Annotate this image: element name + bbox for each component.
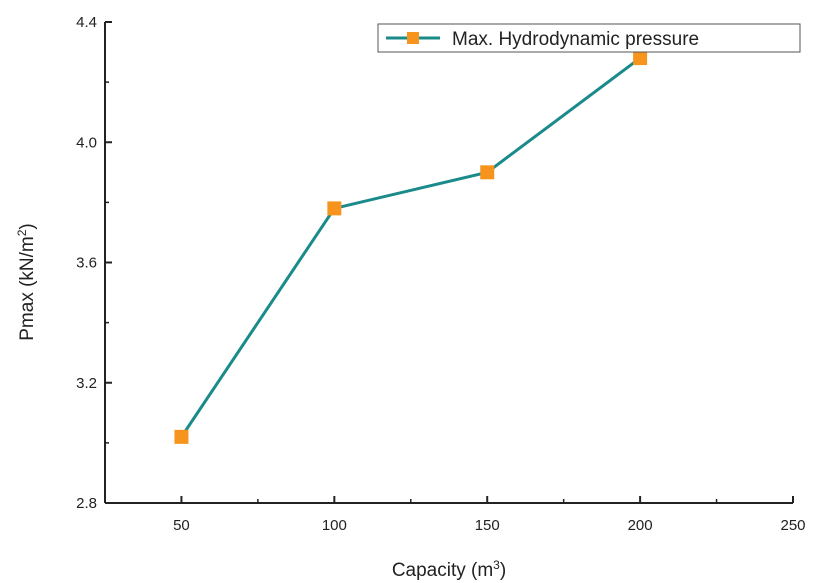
plot-area: 2.8 3.2 3.6 4.0 4.4 50 100 150 200 250: [76, 14, 805, 534]
x-tick-label: 250: [780, 517, 805, 534]
x-tick-label: 100: [322, 517, 347, 534]
y-tick-label: 3.2: [76, 375, 97, 392]
legend-box: [377, 23, 801, 53]
y-tick-label: 3.6: [76, 255, 97, 272]
x-axis-title-tail: ): [500, 560, 506, 581]
y-tick-label: 4.0: [76, 134, 97, 151]
x-tick-label: 50: [173, 517, 190, 534]
y-axis-ticks: 2.8 3.2 3.6 4.0 4.4: [76, 14, 112, 512]
x-axis-ticks: 50 100 150 200 250: [104, 496, 806, 534]
x-axis-title-sup: 3: [493, 558, 500, 572]
y-tick-label: 4.4: [76, 14, 97, 31]
x-axis-title: Capacity (m3): [392, 558, 506, 581]
series-line: [180, 56, 642, 438]
data-point: [633, 51, 648, 66]
x-tick-label: 200: [628, 517, 653, 534]
legend-marker-swatch: [407, 32, 419, 44]
y-axis-title-base: Pmax (kN/m: [17, 236, 38, 341]
series-layer: [174, 51, 648, 444]
y-axis-title-sup: 2: [15, 229, 29, 236]
y-axis-title: Pmax (kN/m2): [15, 223, 38, 341]
legend-label: Max. Hydrodynamic pressure: [452, 29, 699, 50]
data-point: [174, 429, 189, 444]
data-point: [480, 165, 495, 180]
x-axis-title-base: Capacity (m: [392, 560, 493, 581]
data-point: [327, 201, 342, 216]
legend: Max. Hydrodynamic pressure: [377, 23, 801, 53]
y-tick-label: 2.8: [76, 495, 97, 512]
x-tick-label: 150: [475, 517, 500, 534]
y-axis-title-tail: ): [17, 223, 38, 229]
